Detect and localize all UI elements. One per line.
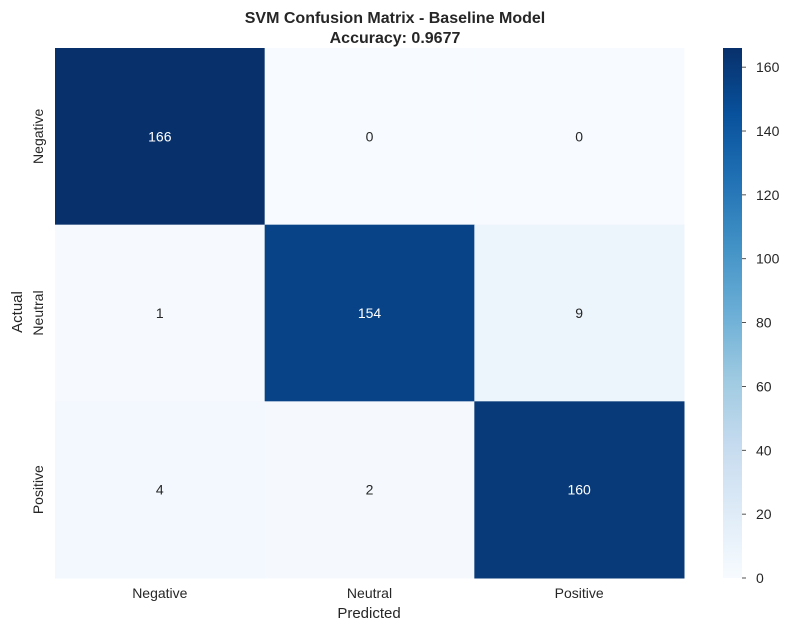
heatmap-cell-1-2: [474, 224, 685, 402]
colorbar-tick-label-1: 20: [756, 506, 772, 522]
heatmap-cell-value-1-0: 1: [156, 305, 164, 321]
y-axis-label: Actual: [9, 291, 26, 333]
colorbar-tick-label-4: 80: [756, 315, 772, 331]
heatmap-cell-value-0-1: 0: [366, 128, 374, 144]
heatmap-cell-value-2-2: 160: [567, 482, 591, 498]
heatmap-cell-labels: 166 0 0 1 154 9 4 2 160: [148, 128, 591, 497]
colorbar-tick-label-5: 100: [756, 251, 780, 267]
heatmap-cell-2-0: [55, 401, 266, 579]
x-axis-label: Predicted: [337, 605, 400, 622]
chart-subtitle: Accuracy: 0.9677: [330, 30, 461, 47]
colorbar: [723, 48, 742, 578]
x-tick-label-1: Neutral: [347, 585, 392, 601]
heatmap-cell-value-0-0: 166: [148, 128, 172, 144]
colorbar-tick-label-0: 0: [756, 570, 764, 586]
y-tick-label-2: Positive: [30, 465, 46, 514]
y-tick-label-1: Neutral: [30, 290, 46, 335]
heatmap-cell-1-0: [55, 224, 266, 402]
heatmap-cell-1-1: [264, 224, 475, 402]
heatmap-cell-0-0: [55, 48, 266, 226]
chart-title: SVM Confusion Matrix - Baseline Model: [245, 10, 545, 27]
colorbar-tick-label-2: 40: [756, 442, 772, 458]
heatmap-cell-value-1-1: 154: [358, 305, 382, 321]
y-tick-labels: Negative Neutral Positive: [30, 108, 46, 514]
colorbar-tick-label-7: 140: [756, 123, 780, 139]
heatmap-cell-0-1: [264, 48, 475, 226]
x-tick-labels: Negative Neutral Positive: [132, 585, 604, 601]
colorbar-tick-label-3: 60: [756, 378, 772, 394]
heatmap-cell-value-1-2: 9: [575, 305, 583, 321]
colorbar-tick-labels: 0 20 40 60 80 100 120 140 160: [742, 59, 780, 586]
heatmap-cell-value-0-2: 0: [575, 128, 583, 144]
x-tick-label-0: Negative: [132, 585, 187, 601]
y-tick-label-0: Negative: [30, 108, 46, 163]
heatmap-cell-value-2-0: 4: [156, 482, 164, 498]
heatmap-cell-0-2: [474, 48, 685, 226]
colorbar-tick-label-6: 120: [756, 187, 780, 203]
heatmap-cell-2-1: [264, 401, 475, 579]
colorbar-tick-label-8: 160: [756, 59, 780, 75]
x-tick-label-2: Positive: [555, 585, 604, 601]
heatmap-cell-2-2: [474, 401, 685, 579]
heatmap-cell-value-2-1: 2: [366, 482, 374, 498]
heatmap-cells: [55, 48, 685, 579]
